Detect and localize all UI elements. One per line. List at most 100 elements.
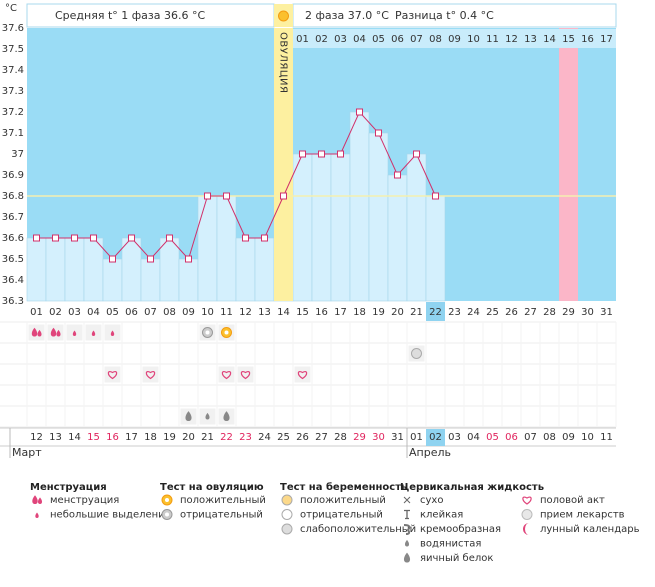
cycle-day: 27	[524, 307, 537, 318]
temp-point	[90, 234, 97, 242]
legend-title: Тест на беременность	[280, 481, 407, 493]
cycle-day: 13	[258, 307, 271, 318]
temp-point	[185, 255, 192, 263]
date-label: 20	[182, 432, 195, 443]
drop-icon	[72, 330, 77, 336]
phase2-day: 03	[334, 34, 347, 45]
symptom	[28, 324, 45, 341]
drop-icon	[223, 411, 230, 421]
legend-item: кремообразная	[403, 524, 501, 535]
symptom	[237, 366, 254, 383]
phase2-day: 12	[505, 34, 518, 45]
date-label: 04	[467, 432, 480, 443]
temp-point	[33, 234, 40, 242]
drop-icon	[35, 512, 39, 518]
temp-column	[311, 153, 332, 302]
temp-column	[159, 237, 180, 302]
cycle-day: 31	[600, 307, 613, 318]
legend-label: положительный	[300, 495, 386, 506]
cycle-day: 10	[201, 307, 214, 318]
cycle-day: 04	[87, 307, 100, 318]
drop-icon	[91, 330, 96, 336]
cycle-day: 25	[486, 307, 499, 318]
drop-icon	[32, 495, 38, 504]
date-label: 25	[277, 432, 290, 443]
symptom	[47, 324, 64, 341]
temp-column	[235, 237, 256, 302]
heart-icon	[522, 496, 532, 505]
phase2-day: 02	[315, 34, 328, 45]
legend-item: лунный календарь	[523, 523, 640, 535]
test-dot	[165, 512, 169, 517]
phase2-day: 04	[353, 34, 366, 45]
legend-label: лунный календарь	[540, 524, 640, 535]
drop-icon	[31, 327, 38, 337]
date-label: 21	[201, 432, 214, 443]
temp-point	[375, 129, 382, 137]
unit-label: °C	[5, 3, 17, 14]
cycle-day: 15	[296, 307, 309, 318]
test-dot	[165, 498, 169, 502]
sticky-icon	[404, 509, 410, 520]
legend-title: Менструация	[30, 482, 107, 493]
date-label: 18	[144, 432, 157, 443]
temp-column	[102, 258, 123, 302]
y-tick-label: 37	[11, 149, 24, 160]
symptom	[199, 324, 216, 341]
temp-column	[387, 174, 408, 302]
cycle-day: 03	[68, 307, 81, 318]
legend-title: Тест на овуляцию	[160, 482, 264, 493]
cycle-day: 01	[30, 307, 43, 318]
y-tick-label: 36.3	[2, 296, 24, 307]
legend-label: менструация	[50, 495, 119, 506]
header-phase2: 2 фаза 37.0 °C	[305, 9, 389, 22]
temp-point	[413, 150, 420, 158]
temp-column	[406, 153, 427, 302]
temp-column	[83, 237, 104, 302]
drop-icon	[404, 539, 410, 547]
symptom	[218, 408, 235, 425]
y-tick-label: 36.8	[2, 191, 24, 202]
ovulation-label: ОВУЛЯЦИЯ	[278, 32, 289, 94]
legend-item: прием лекарств	[521, 509, 625, 521]
date-label: 09	[562, 432, 575, 443]
legend-label: небольшие выделения	[50, 510, 171, 521]
symptom	[104, 366, 121, 383]
legend-label: водянистая	[420, 539, 481, 550]
date-label: 10	[581, 432, 594, 443]
legend-item: положительный	[161, 494, 266, 506]
cycle-day: 08	[163, 307, 176, 318]
pill-icon	[521, 509, 533, 520]
y-tick-label: 37.6	[2, 23, 24, 34]
symptom	[199, 408, 216, 425]
phase2-day: 07	[410, 34, 423, 45]
temp-point	[52, 234, 59, 242]
month-label: Апрель	[409, 446, 451, 459]
test-dot	[205, 330, 210, 335]
temp-column	[330, 153, 351, 302]
temp-point	[166, 234, 173, 242]
legend-item: яичный белок	[403, 552, 493, 564]
preg-icon	[281, 509, 293, 520]
y-tick-label: 36.4	[2, 275, 24, 286]
date-label: 08	[543, 432, 556, 443]
temp-line	[36, 111, 436, 260]
temp-column	[64, 237, 85, 302]
cycle-day: 29	[562, 307, 575, 318]
heart-icon	[107, 371, 118, 380]
cycle-day: 24	[467, 307, 480, 318]
phase2-day: 08	[429, 34, 442, 45]
phase2-day: 16	[581, 34, 594, 45]
legend-item: положительный	[281, 494, 386, 506]
temp-column	[121, 237, 142, 302]
header-diff: Разница t° 0.4 °C	[395, 9, 494, 22]
cycle-day: 18	[353, 307, 366, 318]
drop-icon	[205, 412, 210, 420]
sun-icon	[278, 10, 289, 22]
drop-icon	[185, 411, 192, 421]
date-label: 23	[239, 432, 252, 443]
heart-icon	[240, 371, 251, 380]
date-label: 05	[486, 432, 499, 443]
legend-label: кремообразная	[420, 524, 501, 535]
drop-icon	[50, 327, 57, 337]
